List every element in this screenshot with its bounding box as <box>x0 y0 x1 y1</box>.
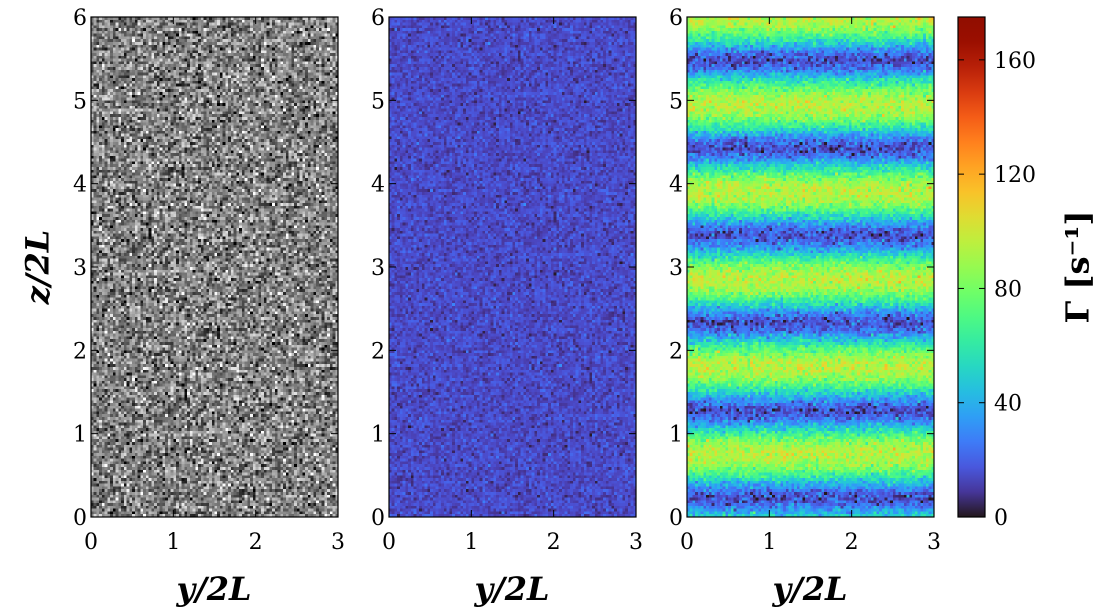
y-tick-label: 5 <box>669 89 683 114</box>
x-axis-label-3: y/2L <box>771 570 847 608</box>
heatmap-1-container <box>91 17 338 517</box>
colorbar-gradient <box>958 17 985 517</box>
heatmap-3 <box>687 17 934 517</box>
heatmap-1-ticks: 0 1 2 3 0 1 2 3 4 5 6 <box>73 6 345 555</box>
heatmap-3-ticks: 0 1 2 3 0 1 2 3 4 5 6 <box>669 6 941 555</box>
colorbar-tick-label: 40 <box>994 392 1022 417</box>
x-tick-label: 2 <box>547 530 561 555</box>
x-axis-label-1: y/2L <box>175 570 251 608</box>
x-tick-label: 1 <box>166 530 180 555</box>
y-tick-label: 2 <box>73 339 87 364</box>
heatmap-2 <box>389 17 636 517</box>
y-tick-label: 3 <box>669 256 683 281</box>
y-tick-label: 0 <box>371 506 385 531</box>
panel-2: 0 1 2 3 0 1 2 3 4 5 6 <box>371 6 643 555</box>
y-tick-label: 3 <box>371 256 385 281</box>
heatmap-2-container <box>389 17 636 517</box>
y-tick-label: 0 <box>669 506 683 531</box>
x-tick-label: 1 <box>762 530 776 555</box>
y-tick-label: 0 <box>73 506 87 531</box>
x-axis-label-2: y/2L <box>473 570 549 608</box>
heatmap-1 <box>91 17 338 517</box>
colorbar-tick-label: 0 <box>994 506 1008 531</box>
colorbar-label: Γ [s⁻¹] <box>1059 210 1097 323</box>
heatmap-2-ticks: 0 1 2 3 0 1 2 3 4 5 6 <box>371 6 643 555</box>
x-tick-label: 3 <box>331 530 345 555</box>
y-tick-label: 1 <box>371 423 385 448</box>
y-tick-label: 5 <box>371 89 385 114</box>
y-tick-label: 2 <box>371 339 385 364</box>
x-tick-label: 3 <box>629 530 643 555</box>
x-tick-label: 1 <box>464 530 478 555</box>
y-tick-label: 5 <box>73 89 87 114</box>
x-tick-label: 0 <box>382 530 396 555</box>
colorbar-frame <box>957 16 986 518</box>
y-tick-label: 3 <box>73 256 87 281</box>
x-tick-label: 2 <box>249 530 263 555</box>
y-tick-label: 4 <box>73 173 87 198</box>
colorbar-tick-label: 160 <box>994 49 1036 74</box>
y-tick-label: 6 <box>371 6 385 31</box>
heatmap-3-container <box>687 17 934 517</box>
colorbar: 0 40 80 120 160 Γ [s⁻¹] <box>957 16 1097 531</box>
panel-1: 0 1 2 3 0 1 2 3 4 5 6 <box>73 6 345 555</box>
colorbar-tick-label: 120 <box>994 163 1036 188</box>
y-tick-label: 4 <box>371 173 385 198</box>
y-tick-label: 1 <box>73 423 87 448</box>
y-axis-label: z/2L <box>19 230 57 306</box>
panel-3: 0 1 2 3 0 1 2 3 4 5 6 <box>669 6 941 555</box>
colorbar-tick-label: 80 <box>994 277 1022 302</box>
x-tick-label: 0 <box>680 530 694 555</box>
y-tick-label: 6 <box>669 6 683 31</box>
y-tick-label: 2 <box>669 339 683 364</box>
y-tick-label: 6 <box>73 6 87 31</box>
y-tick-label: 1 <box>669 423 683 448</box>
x-tick-label: 0 <box>84 530 98 555</box>
y-tick-label: 4 <box>669 173 683 198</box>
x-tick-label: 2 <box>845 530 859 555</box>
x-tick-label: 3 <box>927 530 941 555</box>
colorbar-ticks: 0 40 80 120 160 <box>958 49 1036 531</box>
